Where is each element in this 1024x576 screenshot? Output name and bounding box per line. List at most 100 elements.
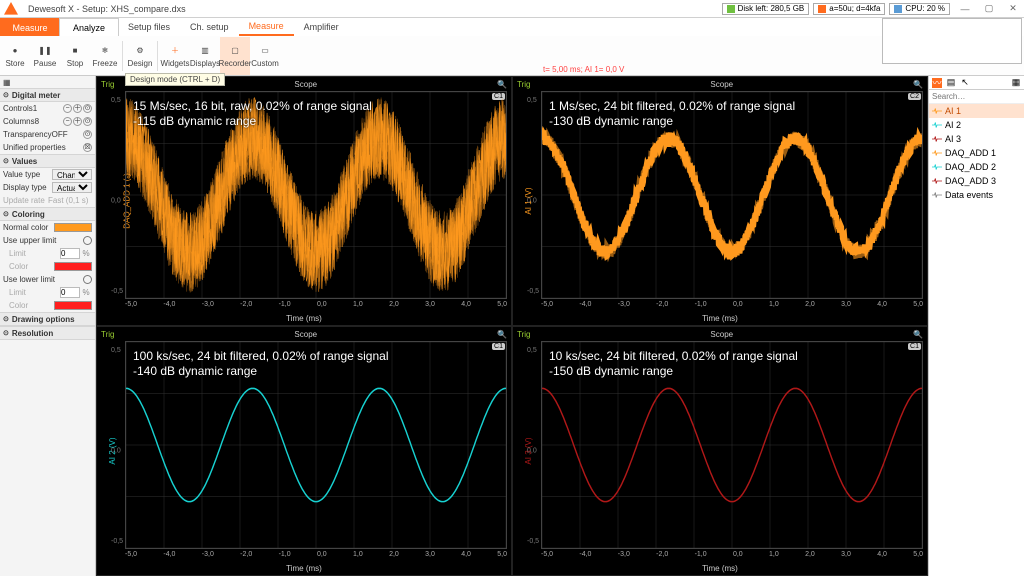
x-axis-label: Time (ms)	[513, 314, 927, 323]
design-button[interactable]: ⚙DesignDesign mode (CTRL + D)	[125, 37, 155, 75]
preview-thumbnail	[882, 18, 1022, 64]
x-axis-label: Time (ms)	[97, 314, 511, 323]
upper-limit-toggle[interactable]	[83, 236, 92, 245]
pause-icon: ❚❚	[38, 43, 52, 57]
chan-view-wave-icon[interactable]: 〰	[932, 78, 942, 88]
widgets-button[interactable]: ＋Widgets	[160, 37, 190, 75]
chan-menu-icon[interactable]: ▦	[1011, 78, 1021, 88]
scope-bl: TrigScope🔍AI 2 (V)C10,50,0-0,5100 ks/sec…	[96, 326, 512, 576]
status-pill: Disk left: 280,5 GB	[722, 3, 810, 15]
channel-panel: 〰 ▤ ↖ ▦ AI 1AI 2AI 3DAQ_ADD 1DAQ_ADD 2DA…	[928, 76, 1024, 576]
x-ticks: -5,0-4,0-3,0-2,0-1,00,01,02,03,04,05,0	[541, 301, 923, 311]
columns-inc[interactable]: ＋	[73, 117, 82, 126]
section-drawing[interactable]: ⊙Drawing options	[0, 312, 95, 326]
columns-value: 8	[35, 117, 63, 126]
trig-label: Trig	[101, 330, 114, 339]
channel-item[interactable]: Data events	[929, 188, 1024, 202]
value-type-select[interactable]: Channel	[52, 169, 92, 180]
normal-color-swatch[interactable]	[54, 223, 92, 232]
scope-caption: 10 ks/sec, 24 bit filtered, 0.02% of ran…	[549, 349, 798, 379]
zoom-icon[interactable]: 🔍	[497, 330, 507, 339]
unified-toggle[interactable]: ☒	[83, 143, 92, 152]
zoom-icon[interactable]: 🔍	[497, 80, 507, 89]
x-ticks: -5,0-4,0-3,0-2,0-1,00,01,02,03,04,05,0	[541, 551, 923, 561]
scope-grid: TrigScope🔍DAQ_ADD 1 (-)C10,50,0-0,515 Ms…	[96, 76, 928, 576]
lower-color-swatch[interactable]	[54, 301, 92, 310]
window-close[interactable]: ✕	[1002, 0, 1024, 18]
controls-dec[interactable]: −	[63, 104, 72, 113]
subtab-setup-files[interactable]: Setup files	[118, 18, 180, 36]
scope-caption: 100 ks/sec, 24 bit filtered, 0.02% of ra…	[133, 349, 389, 379]
section-resolution[interactable]: ⊙Resolution	[0, 326, 95, 340]
trig-label: Trig	[517, 330, 530, 339]
main-tab-analyze[interactable]: Analyze	[59, 18, 119, 36]
store-button[interactable]: ●Store	[0, 37, 30, 75]
app-logo	[0, 0, 22, 18]
channel-search-input[interactable]	[929, 90, 1024, 103]
columns-dec[interactable]: −	[63, 117, 72, 126]
pause-button[interactable]: ❚❚Pause	[30, 37, 60, 75]
property-panel: ▦ ⊙Digital meter Controls 1 −＋⊙ Columns …	[0, 76, 96, 576]
design-tooltip: Design mode (CTRL + D)	[125, 73, 225, 86]
zoom-icon[interactable]: 🔍	[913, 330, 923, 339]
channel-item[interactable]: DAQ_ADD 1	[929, 146, 1024, 160]
controls-more[interactable]: ⊙	[83, 104, 92, 113]
stop-button[interactable]: ■Stop	[60, 37, 90, 75]
custom-button[interactable]: ▭Custom	[250, 37, 280, 75]
design-icon: ⚙	[133, 43, 147, 57]
zoom-icon[interactable]: 🔍	[913, 80, 923, 89]
channel-item[interactable]: DAQ_ADD 2	[929, 160, 1024, 174]
main-tab-measure[interactable]: Measure	[0, 18, 60, 36]
store-icon: ●	[8, 43, 22, 57]
window-minimize[interactable]: —	[954, 0, 976, 18]
display-type-select[interactable]: Actual	[52, 182, 92, 193]
subtab-measure[interactable]: Measure	[239, 18, 294, 36]
displays-button[interactable]: ▥Displays	[190, 37, 220, 75]
columns-more[interactable]: ⊙	[83, 117, 92, 126]
section-values[interactable]: ⊙Values	[0, 154, 95, 168]
status-pill: a=50u; d=4kfa	[813, 3, 885, 15]
freeze-button[interactable]: ❄Freeze	[90, 37, 120, 75]
channel-item[interactable]: DAQ_ADD 3	[929, 174, 1024, 188]
widgets-icon: ＋	[168, 43, 182, 57]
trig-label: Trig	[517, 80, 530, 89]
x-ticks: -5,0-4,0-3,0-2,0-1,00,01,02,03,04,05,0	[125, 301, 507, 311]
displays-icon: ▥	[198, 43, 212, 57]
controls-inc[interactable]: ＋	[73, 104, 82, 113]
section-coloring[interactable]: ⊙Coloring	[0, 207, 95, 221]
scope-tr: t= 5,00 ms; AI 1= 0,0 VTrigScope🔍AI 1 (V…	[512, 76, 928, 326]
scope-caption: 1 Ms/sec, 24 bit filtered, 0.02% of rang…	[549, 99, 795, 129]
scope-tl: TrigScope🔍DAQ_ADD 1 (-)C10,50,0-0,515 Ms…	[96, 76, 512, 326]
channel-item[interactable]: AI 3	[929, 132, 1024, 146]
chan-view-cursor-icon[interactable]: ↖	[960, 78, 970, 88]
chan-view-list-icon[interactable]: ▤	[946, 78, 956, 88]
freeze-icon: ❄	[98, 43, 112, 57]
transparency-value: OFF	[52, 130, 83, 139]
x-axis-label: Time (ms)	[97, 564, 511, 573]
custom-icon: ▭	[258, 43, 272, 57]
lower-limit-input[interactable]	[60, 287, 80, 298]
subtab-amplifier[interactable]: Amplifier	[294, 18, 349, 36]
x-axis-label: Time (ms)	[513, 564, 927, 573]
controls-value: 1	[33, 104, 63, 113]
subtab-ch--setup[interactable]: Ch. setup	[180, 18, 239, 36]
status-pill: CPU: 20 %	[889, 3, 950, 15]
scope-br: TrigScope🔍AI 3 (V)C10,50,0-0,510 ks/sec,…	[512, 326, 928, 576]
lower-limit-toggle[interactable]	[83, 275, 92, 284]
scope-title: Scope	[114, 330, 497, 339]
upper-limit-input[interactable]	[60, 248, 80, 259]
cursor-readout: t= 5,00 ms; AI 1= 0,0 V	[543, 65, 624, 74]
section-digital-meter[interactable]: ⊙Digital meter	[0, 88, 95, 102]
upper-color-swatch[interactable]	[54, 262, 92, 271]
app-title: Dewesoft X - Setup: XHS_compare.dxs	[28, 4, 186, 14]
scope-title: Scope	[530, 80, 913, 89]
transparency-more[interactable]: ⊙	[83, 130, 92, 139]
panel-menu-icon[interactable]: ▦	[3, 78, 11, 87]
x-ticks: -5,0-4,0-3,0-2,0-1,00,01,02,03,04,05,0	[125, 551, 507, 561]
channel-item[interactable]: AI 2	[929, 118, 1024, 132]
scope-caption: 15 Ms/sec, 16 bit, raw, 0.02% of range s…	[133, 99, 372, 129]
recorder-icon: ▢	[228, 43, 242, 57]
recorder-button[interactable]: ▢Recorder	[220, 37, 250, 75]
channel-item[interactable]: AI 1	[929, 104, 1024, 118]
window-maximize[interactable]: ▢	[978, 0, 1000, 18]
